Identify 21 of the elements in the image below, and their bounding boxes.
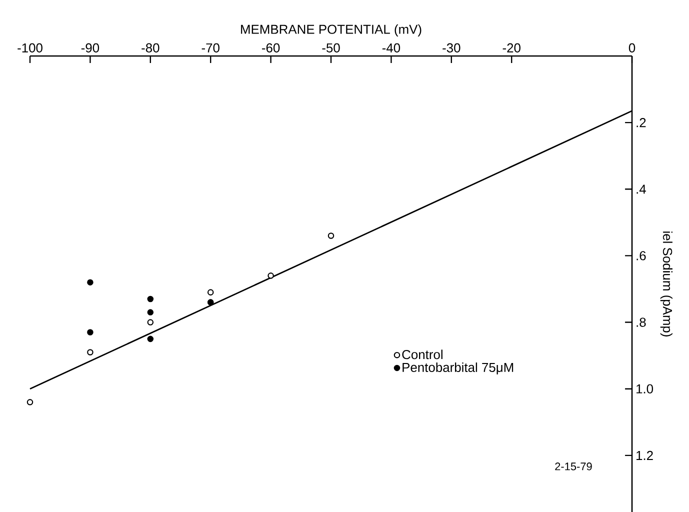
x-tick-label: -60: [262, 43, 280, 52]
y-tick-label: .8: [636, 318, 646, 327]
y-tick-label: .6: [636, 251, 646, 260]
legend-label: Pentobarbital 75μM: [402, 362, 514, 374]
x-tick-label: -70: [202, 43, 220, 52]
x-tick-label: 0: [628, 43, 636, 52]
x-axis-title: MEMBRANE POTENTIAL (mV): [241, 24, 422, 36]
x-tick-label: -20: [502, 43, 520, 52]
y-tick-label: 1.0: [636, 384, 654, 394]
x-tick-label: -30: [442, 43, 460, 52]
x-tick-label: -90: [81, 43, 100, 52]
annotation: 2-15-79: [555, 462, 592, 470]
x-tick-label: -100: [18, 43, 42, 52]
x-tick-label: -40: [382, 43, 400, 52]
legend-label: Control: [402, 350, 442, 360]
y-tick-label: 1.2: [636, 450, 653, 460]
y-tick-label: .4: [636, 184, 646, 194]
x-tick-label: -80: [142, 43, 160, 52]
y-tick-label: .2: [636, 118, 646, 128]
x-tick-label: -50: [322, 43, 340, 52]
y-axis-title: iel Sodium (pAmp): [660, 232, 672, 336]
